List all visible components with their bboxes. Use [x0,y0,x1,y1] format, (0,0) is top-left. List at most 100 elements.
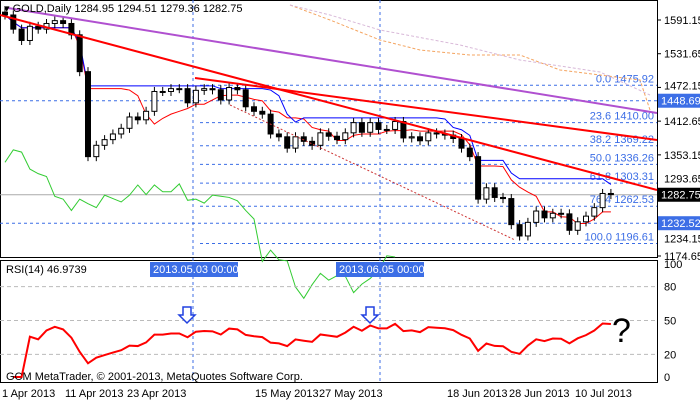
rsi-tick-label: 100 [664,259,682,271]
candle-body [425,132,432,142]
candle-body [516,224,523,237]
candle-body [491,187,498,198]
candle-body [101,139,108,146]
price-tick-label: 1472.15 [664,80,700,92]
candle-body [76,34,83,73]
price-tick-label: 1412.65 [664,116,700,128]
candle-body [583,215,589,223]
candle-body [358,122,365,133]
candle-body [533,210,540,223]
candle-body [10,14,17,30]
candle-body [209,88,216,91]
candle-body [466,147,473,158]
candle-body [51,20,58,24]
candle-body [458,138,465,149]
candle-body [549,212,556,219]
candle-body [325,132,332,137]
candle-body [168,88,174,92]
candle-body [126,116,133,129]
rsi-tick-label: 0 [664,372,670,384]
candle-body [375,122,382,130]
candle-body [275,133,282,138]
rsi-label: RSI(14) 46.9739 [6,264,87,276]
price-tick-label: 1234.15 [664,233,700,245]
cursor-date-label: 2013.05.03 00:00 [153,264,239,276]
price-label-box [658,93,700,108]
tenkan-sen-line [4,14,611,225]
candle-body [309,140,316,146]
candle-body [242,89,249,108]
candle-body [350,122,357,134]
candle-body [500,196,506,200]
time-label: 15 May 2013 [255,388,319,400]
candle-body [508,198,515,226]
rsi-panel [0,260,658,383]
candle-body [367,122,374,133]
trendline-1 [0,14,658,191]
price-label-box [658,187,700,202]
candle-body [433,132,440,135]
candle-body [383,128,390,131]
question-mark: ? [612,312,631,350]
dropdown-icon[interactable]: ▾ [4,3,13,15]
candle-body [192,89,199,104]
chikou-span-line [4,149,396,300]
candle-body [475,156,482,200]
price-tick-label: 1591.15 [664,15,700,27]
candle-body [201,88,208,91]
candle-body [217,89,224,101]
candle-body [118,127,125,135]
price-label-box [658,216,700,231]
candle-body [541,210,548,219]
candle-body [392,121,399,130]
price-label: 1448.69 [661,96,700,108]
candle-body [317,132,324,146]
price-tick-label: 1174.65 [664,251,700,263]
candle-body [234,87,241,91]
price-tick-label: 1293.65 [664,174,700,186]
candle-body [85,71,91,158]
candle-body [408,136,415,139]
candle-body [93,144,100,158]
candle-body [334,135,340,141]
candle-body [599,192,606,209]
cursor-date-box [150,262,238,277]
candle-body [558,212,565,215]
candle-body [26,25,33,41]
candle-body [607,192,614,196]
rsi-tick-label: 20 [664,349,676,361]
candle-body [342,132,349,141]
price-tick-label: 1531.65 [664,49,700,61]
candle-body [300,136,307,142]
candle-body [251,106,257,112]
candle-body [109,133,116,141]
candle-body [574,221,581,231]
down-arrow-icon [360,306,380,325]
time-label: 27 May 2013 [319,388,383,400]
candle-body [483,187,490,200]
candle-body [143,110,150,121]
time-label: 18 Jun 2013 [447,388,508,400]
candle-body [2,11,8,16]
main-panel [0,0,658,258]
kijun-sen-line [4,14,612,185]
candle-body [566,213,573,231]
trendline-channel [7,7,658,114]
candle-body [284,136,291,149]
rsi-tick-label: 50 [664,316,676,328]
trendline-2 [194,77,658,141]
candle-body [292,136,299,149]
time-label: 10 Jul 2013 [575,388,632,400]
chart-header: ▾ GOLD,Daily 1284.95 1294.51 1279.36 128… [4,2,243,15]
candle-body [18,28,25,41]
time-label: 1 Apr 2013 [2,388,55,400]
candle-body [35,25,42,30]
fib-level-label: 100.0 1196.61 [584,232,654,244]
candle-body [524,221,531,237]
candle-body [151,90,158,112]
fib-level-label: 50.0 1336.26 [590,152,654,164]
ichimoku-span-b [289,4,651,96]
candle-body [226,87,233,101]
fib-level-label: 76.4 1262.53 [590,194,654,206]
